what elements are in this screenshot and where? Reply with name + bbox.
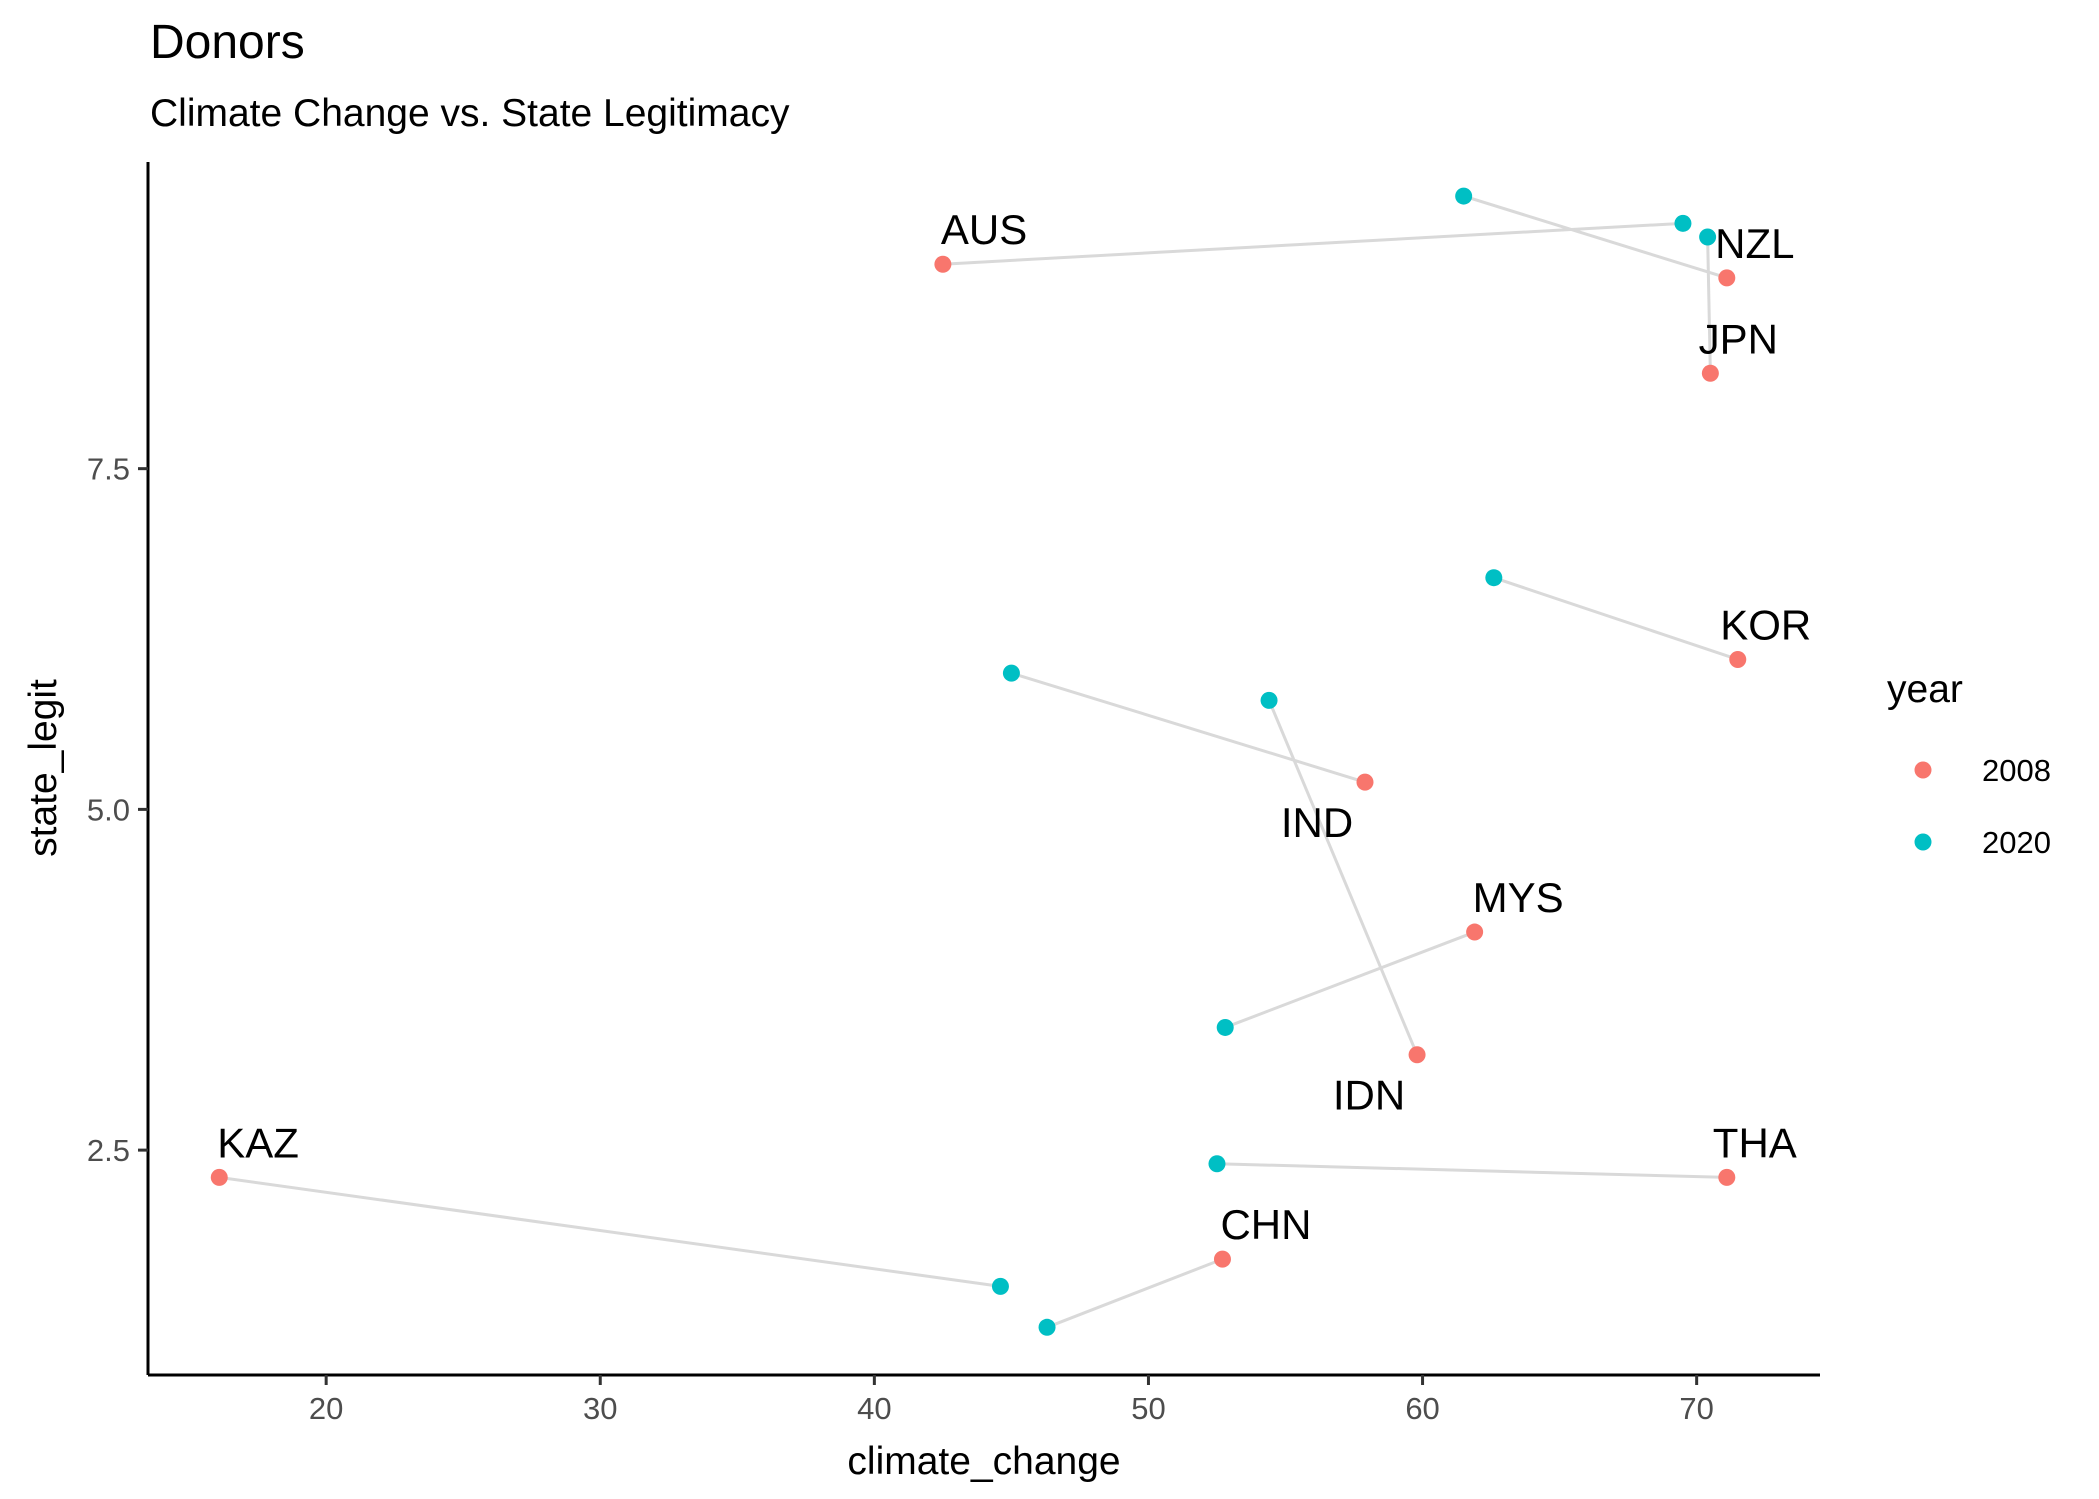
point-label-idn: IDN: [1333, 1072, 1405, 1119]
point-2008-tha: [1718, 1168, 1736, 1186]
x-tick-label: 50: [1131, 1391, 1165, 1426]
point-2020-ind: [1002, 664, 1020, 682]
legend-items: 2008 2020: [1914, 753, 2051, 860]
legend-label-2008: 2008: [1982, 753, 2051, 788]
point-label-tha: THA: [1713, 1119, 1797, 1166]
y-axis-ticks: 2.5 5.0 7.5: [87, 452, 148, 1168]
x-axis-ticks: 20 30 40 50 60 70: [309, 1375, 1714, 1426]
y-tick-label: 7.5: [87, 452, 130, 487]
point-labels: AUS NZL JPN KOR IND IDN MYS THA KAZ CHN: [217, 206, 1811, 1248]
connector-lines: [219, 194, 1739, 1329]
connector-line-chn: [1046, 1257, 1224, 1329]
point-label-kaz: KAZ: [217, 1119, 299, 1166]
point-label-nzl: NZL: [1715, 220, 1794, 267]
point-2020-idn: [1260, 691, 1278, 709]
point-2008-nzl: [1718, 269, 1736, 287]
point-label-aus: AUS: [941, 206, 1027, 253]
point-2008-mys: [1466, 923, 1484, 941]
point-2020-tha: [1208, 1155, 1226, 1173]
legend-label-2020: 2020: [1982, 825, 2051, 860]
point-2008-chn: [1213, 1250, 1231, 1268]
connector-line-tha: [1216, 1162, 1727, 1179]
y-tick-label: 2.5: [87, 1133, 130, 1168]
point-2008-aus: [934, 255, 952, 273]
x-tick-label: 20: [309, 1391, 343, 1426]
chart-subtitle: Climate Change vs. State Legitimacy: [150, 92, 790, 135]
legend: year 2008 2020: [1887, 668, 2051, 860]
axes: [146, 162, 1820, 1377]
chart-title: Donors: [150, 16, 305, 69]
point-2008-ind: [1356, 773, 1374, 791]
x-tick-label: 40: [857, 1391, 891, 1426]
connector-line-ind: [1010, 671, 1366, 784]
point-label-jpn: JPN: [1699, 315, 1778, 362]
x-axis-title: climate_change: [847, 1440, 1120, 1483]
connector-line-aus: [942, 221, 1684, 266]
point-2008-idn: [1408, 1046, 1426, 1064]
point-label-chn: CHN: [1220, 1201, 1311, 1248]
x-tick-label: 30: [583, 1391, 617, 1426]
point-2020-mys: [1216, 1018, 1234, 1036]
legend-title: year: [1887, 668, 1963, 711]
point-2008-kor: [1729, 650, 1747, 668]
connector-line-kor: [1493, 576, 1739, 661]
y-axis-title: state_legit: [22, 679, 65, 857]
point-2020-kaz: [991, 1277, 1009, 1295]
connector-line-jpn: [1706, 236, 1712, 374]
legend-key-2020: [1914, 833, 1932, 851]
connector-line-kaz: [219, 1175, 1001, 1288]
x-tick-label: 60: [1405, 1391, 1439, 1426]
point-2020-chn: [1038, 1318, 1056, 1336]
connector-line-mys: [1224, 930, 1476, 1029]
data-points: [210, 187, 1747, 1336]
point-label-ind: IND: [1281, 799, 1353, 846]
point-2008-jpn: [1701, 364, 1719, 382]
point-2008-kaz: [210, 1168, 228, 1186]
point-2020-aus: [1674, 214, 1692, 232]
x-tick-label: 70: [1679, 1391, 1713, 1426]
point-2020-jpn: [1699, 228, 1717, 246]
connector-line-nzl: [1463, 194, 1728, 280]
point-label-kor: KOR: [1720, 601, 1811, 648]
point-label-mys: MYS: [1473, 874, 1564, 921]
y-tick-label: 5.0: [87, 792, 130, 827]
connector-line-idn: [1267, 699, 1419, 1056]
legend-key-2008: [1914, 761, 1932, 779]
point-2020-kor: [1485, 569, 1503, 587]
point-2020-nzl: [1455, 187, 1473, 205]
